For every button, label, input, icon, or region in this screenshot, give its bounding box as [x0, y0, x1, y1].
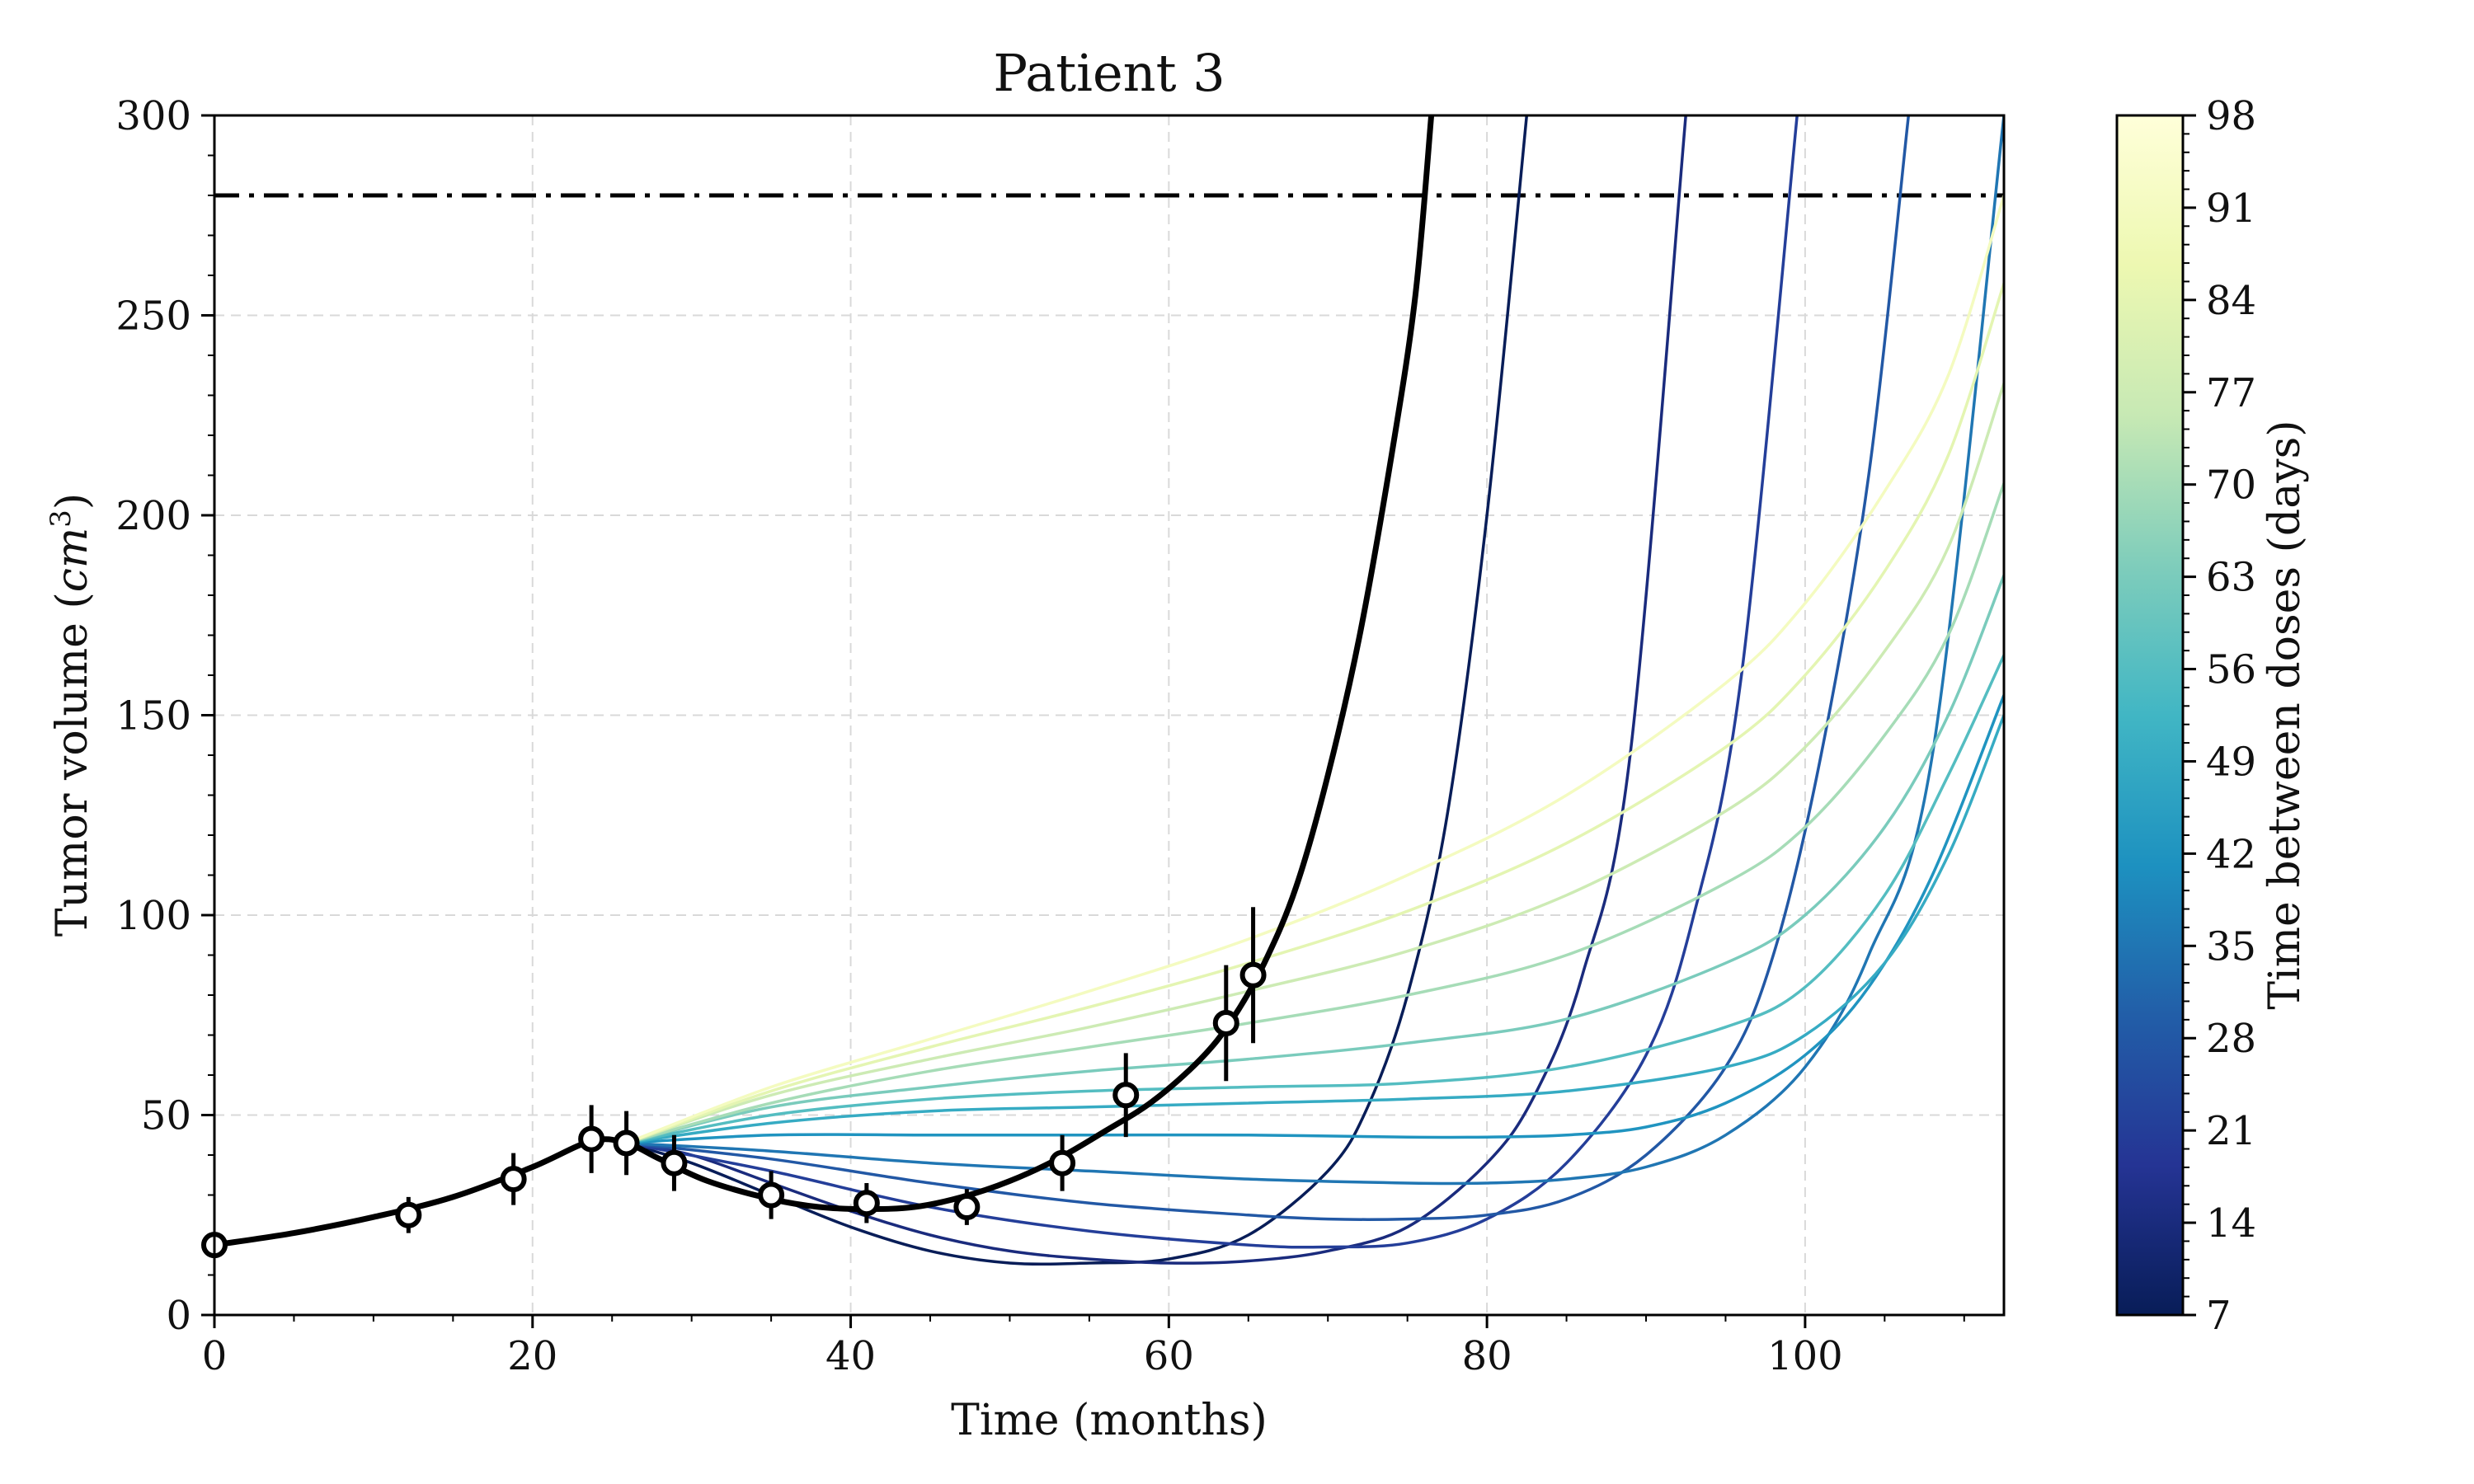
series-line-28-days	[626, 115, 1911, 1221]
observation-point	[1212, 1009, 1239, 1036]
colorbar	[2115, 114, 2185, 1317]
colorbar-tick-label: 70	[2206, 463, 2256, 509]
colorbar-tick-label: 63	[2206, 555, 2256, 601]
colorbar-ticks: 7 14 21 28 35 42 49 56 63 70 77 84 91 98	[2183, 93, 2256, 1339]
y-tick-label: 150	[115, 693, 191, 740]
x-axis-ticks: 0 20 40 60 80 100	[202, 1315, 1965, 1379]
series-line-7-days	[626, 115, 1529, 1266]
y-tick-label: 0	[166, 1293, 191, 1339]
series-line-91-days	[625, 195, 2004, 1145]
observation-point	[758, 1181, 785, 1209]
series-line-56-days	[626, 654, 2004, 1145]
observation-point	[500, 1166, 527, 1193]
chart-title: Patient 3	[993, 43, 1225, 103]
x-tick-label: 100	[1767, 1333, 1843, 1379]
colorbar-tick-label: 91	[2206, 186, 2256, 232]
y-tick-label: 250	[115, 294, 191, 340]
series-line-35-days	[626, 115, 2004, 1186]
y-axis-label-close: )	[48, 493, 97, 510]
colorbar-tick-label: 98	[2206, 93, 2256, 139]
colorbar-tick-label: 42	[2206, 831, 2256, 877]
x-tick-label: 20	[507, 1333, 557, 1379]
colorbar-tick-label: 7	[2206, 1293, 2232, 1339]
series-line-84-days	[626, 283, 2004, 1145]
x-axis-label: Time (months)	[951, 1396, 1268, 1445]
series-group	[625, 115, 2004, 1266]
observation-point	[661, 1149, 688, 1176]
y-tick-label: 100	[115, 893, 191, 939]
colorbar-label: Time between doses (days)	[2260, 420, 2310, 1009]
colorbar-tick-label: 21	[2206, 1108, 2256, 1154]
y-axis-label-exponent: 3	[45, 510, 78, 528]
observation-point	[395, 1201, 422, 1228]
colorbar-tick-label: 28	[2206, 1016, 2256, 1062]
y-axis-ticks: 0 50 100 150 200 250 300	[115, 93, 214, 1339]
series-line-70-days	[626, 482, 2004, 1145]
y-axis-label-main: Tumor volume (	[48, 592, 97, 937]
y-tick-label: 300	[115, 93, 191, 139]
fit-curve-line	[214, 115, 1435, 1248]
colorbar-tick-label: 84	[2206, 278, 2256, 324]
y-tick-label: 200	[115, 493, 191, 539]
x-tick-label: 40	[825, 1333, 876, 1379]
y-axis-label-unit: cm	[48, 528, 97, 592]
colorbar-tick-label: 56	[2206, 647, 2256, 693]
observation-point	[1239, 961, 1267, 989]
colorbar-tick-label: 14	[2206, 1200, 2256, 1247]
x-tick-label: 80	[1462, 1333, 1512, 1379]
series-line-77-days	[626, 383, 2004, 1145]
observation-point	[578, 1125, 605, 1153]
fit-curve-group	[214, 115, 1435, 1248]
colorbar-tick-label: 35	[2206, 923, 2256, 970]
colorbar-tick-label: 49	[2206, 739, 2256, 785]
observation-point	[853, 1190, 880, 1217]
series-line-49-days	[626, 714, 2004, 1145]
observation-point	[1112, 1082, 1140, 1109]
grid	[214, 115, 2004, 1315]
series-line-42-days	[626, 694, 2004, 1145]
y-axis-label: Tumor volume (cm3)	[45, 493, 97, 937]
observation-point	[953, 1194, 981, 1221]
x-tick-label: 0	[202, 1333, 228, 1379]
observation-point	[613, 1129, 640, 1157]
series-line-63-days	[626, 575, 2004, 1145]
colorbar-tick-label: 77	[2206, 370, 2256, 416]
x-tick-label: 60	[1144, 1333, 1194, 1379]
observation-point	[1049, 1149, 1076, 1176]
y-tick-label: 50	[141, 1093, 191, 1139]
